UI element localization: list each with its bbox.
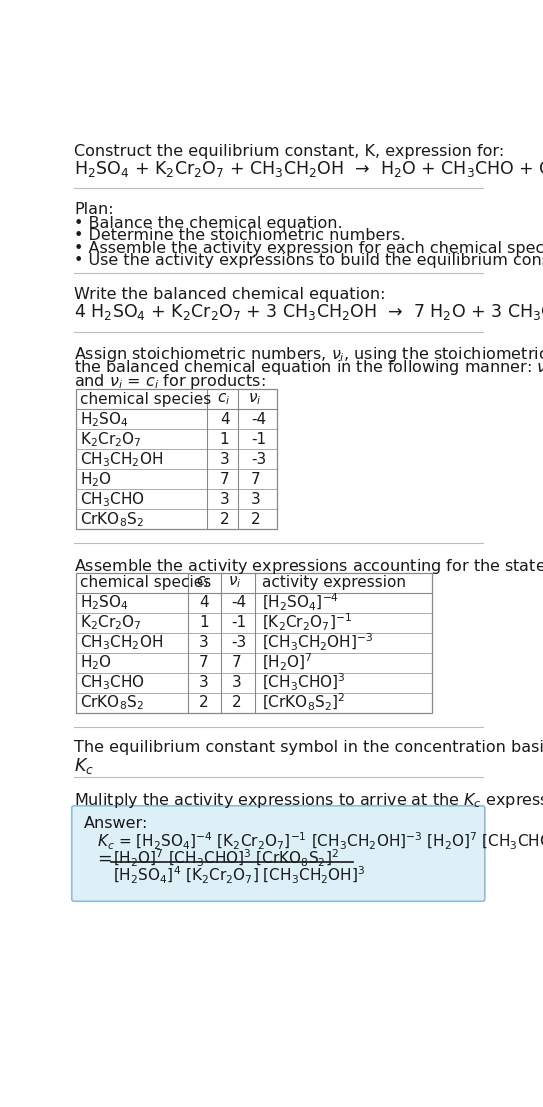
Text: $\mathregular{CrKO_8S_2}$: $\mathregular{CrKO_8S_2}$ <box>79 693 143 712</box>
Text: $\mathregular{CH_3CHO}$: $\mathregular{CH_3CHO}$ <box>79 490 144 509</box>
Text: $\mathregular{[H_2O]^7}$: $\mathregular{[H_2O]^7}$ <box>262 652 312 673</box>
Text: Construct the equilibrium constant, K, expression for:: Construct the equilibrium constant, K, e… <box>74 144 504 158</box>
Text: 3: 3 <box>199 635 209 650</box>
Text: $\mathregular{[CH_3CHO]^3}$: $\mathregular{[CH_3CHO]^3}$ <box>262 672 345 693</box>
Text: $\mathit{K_c}$: $\mathit{K_c}$ <box>74 756 94 776</box>
Text: 3: 3 <box>251 492 261 507</box>
Text: Write the balanced chemical equation:: Write the balanced chemical equation: <box>74 287 386 302</box>
Text: 3: 3 <box>199 675 209 690</box>
Text: and $\mathit{\nu_i}$ = $\mathit{c_i}$ for products:: and $\mathit{\nu_i}$ = $\mathit{c_i}$ fo… <box>74 372 266 391</box>
Text: $\mathregular{K_2Cr_2O_7}$: $\mathregular{K_2Cr_2O_7}$ <box>79 613 141 632</box>
Text: Plan:: Plan: <box>74 203 113 217</box>
Text: 4 $\mathregular{H_2SO_4}$ + $\mathregular{K_2Cr_2O_7}$ + 3 $\mathregular{CH_3CH_: 4 $\mathregular{H_2SO_4}$ + $\mathregula… <box>74 302 543 322</box>
Text: 7: 7 <box>220 472 229 487</box>
Text: =: = <box>97 850 112 868</box>
Text: 7: 7 <box>231 655 241 670</box>
Text: $\mathregular{[H_2SO_4]^{-4}}$: $\mathregular{[H_2SO_4]^{-4}}$ <box>262 592 339 613</box>
Text: 4: 4 <box>199 596 209 610</box>
Bar <box>75 390 277 529</box>
Text: $\mathit{\nu_i}$: $\mathit{\nu_i}$ <box>248 392 261 407</box>
Text: -1: -1 <box>251 432 266 447</box>
Text: 7: 7 <box>251 472 261 487</box>
Text: $\mathregular{[H_2O]^7}$ $\mathregular{[CH_3CHO]^3}$ $\mathregular{[CrKO_8S_2]^2: $\mathregular{[H_2O]^7}$ $\mathregular{[… <box>113 848 339 869</box>
Text: Assemble the activity expressions accounting for the state of matter and $\mathi: Assemble the activity expressions accoun… <box>74 557 543 576</box>
Text: $\mathregular{H_2O}$: $\mathregular{H_2O}$ <box>79 653 111 672</box>
Text: chemical species: chemical species <box>79 575 211 590</box>
Text: 3: 3 <box>220 492 230 507</box>
Text: Assign stoichiometric numbers, $\mathit{\nu_i}$, using the stoichiometric coeffi: Assign stoichiometric numbers, $\mathit{… <box>74 345 543 364</box>
Text: • Balance the chemical equation.: • Balance the chemical equation. <box>74 216 343 231</box>
Text: The equilibrium constant symbol in the concentration basis is:: The equilibrium constant symbol in the c… <box>74 741 543 755</box>
Text: the balanced chemical equation in the following manner: $\mathit{\nu_i}$ = $-\ma: the balanced chemical equation in the fo… <box>74 359 543 377</box>
Text: 7: 7 <box>199 655 209 670</box>
Text: $\mathit{\nu_i}$: $\mathit{\nu_i}$ <box>228 575 242 590</box>
Text: $\mathit{K_c}$ = $\mathregular{[H_2SO_4]^{-4}}$ $\mathregular{[K_2Cr_2O_7]^{-1}}: $\mathit{K_c}$ = $\mathregular{[H_2SO_4]… <box>97 831 543 852</box>
Text: -3: -3 <box>251 452 266 467</box>
Text: chemical species: chemical species <box>79 392 211 406</box>
Text: • Determine the stoichiometric numbers.: • Determine the stoichiometric numbers. <box>74 228 406 244</box>
Text: $\mathregular{K_2Cr_2O_7}$: $\mathregular{K_2Cr_2O_7}$ <box>79 430 141 448</box>
Text: -4: -4 <box>231 596 247 610</box>
Text: -4: -4 <box>251 412 266 427</box>
Text: $\mathit{c_i}$: $\mathit{c_i}$ <box>195 575 209 590</box>
Text: 2: 2 <box>251 511 261 527</box>
Text: $\mathregular{[H_2SO_4]^4}$ $\mathregular{[K_2Cr_2O_7]}$ $\mathregular{[CH_3CH_2: $\mathregular{[H_2SO_4]^4}$ $\mathregula… <box>113 865 365 887</box>
Text: $\mathit{c_i}$: $\mathit{c_i}$ <box>217 392 230 407</box>
Text: 2: 2 <box>220 511 229 527</box>
Text: 2: 2 <box>231 695 241 710</box>
Bar <box>75 572 432 713</box>
Text: activity expression: activity expression <box>262 575 406 590</box>
Text: -3: -3 <box>231 635 247 650</box>
Text: 1: 1 <box>199 615 209 630</box>
Text: Mulitply the activity expressions to arrive at the $\mathit{K_c}$ expression:: Mulitply the activity expressions to arr… <box>74 792 543 810</box>
Text: Answer:: Answer: <box>84 816 148 831</box>
Text: • Use the activity expressions to build the equilibrium constant expression.: • Use the activity expressions to build … <box>74 254 543 268</box>
Text: $\mathregular{[CH_3CH_2OH]^{-3}}$: $\mathregular{[CH_3CH_2OH]^{-3}}$ <box>262 632 373 653</box>
Text: $\mathregular{[K_2Cr_2O_7]^{-1}}$: $\mathregular{[K_2Cr_2O_7]^{-1}}$ <box>262 612 351 633</box>
Text: $\mathregular{H_2SO_4}$: $\mathregular{H_2SO_4}$ <box>79 593 128 612</box>
Text: 3: 3 <box>231 675 241 690</box>
Text: 4: 4 <box>220 412 229 427</box>
Text: -1: -1 <box>231 615 247 630</box>
Text: $\mathregular{CrKO_8S_2}$: $\mathregular{CrKO_8S_2}$ <box>79 510 143 529</box>
Text: 2: 2 <box>199 695 209 710</box>
Text: $\mathregular{CH_3CHO}$: $\mathregular{CH_3CHO}$ <box>79 673 144 692</box>
Text: $\mathregular{H_2SO_4}$ + $\mathregular{K_2Cr_2O_7}$ + $\mathregular{CH_3CH_2OH}: $\mathregular{H_2SO_4}$ + $\mathregular{… <box>74 159 543 179</box>
Text: • Assemble the activity expression for each chemical species.: • Assemble the activity expression for e… <box>74 240 543 256</box>
Text: $\mathregular{H_2SO_4}$: $\mathregular{H_2SO_4}$ <box>79 410 128 428</box>
Text: $\mathregular{[CrKO_8S_2]^2}$: $\mathregular{[CrKO_8S_2]^2}$ <box>262 692 345 713</box>
Text: $\mathregular{CH_3CH_2OH}$: $\mathregular{CH_3CH_2OH}$ <box>79 633 162 652</box>
Text: $\mathregular{H_2O}$: $\mathregular{H_2O}$ <box>79 470 111 488</box>
Text: 1: 1 <box>220 432 229 447</box>
Text: 3: 3 <box>220 452 230 467</box>
FancyBboxPatch shape <box>72 806 485 901</box>
Text: $\mathregular{CH_3CH_2OH}$: $\mathregular{CH_3CH_2OH}$ <box>79 449 162 468</box>
